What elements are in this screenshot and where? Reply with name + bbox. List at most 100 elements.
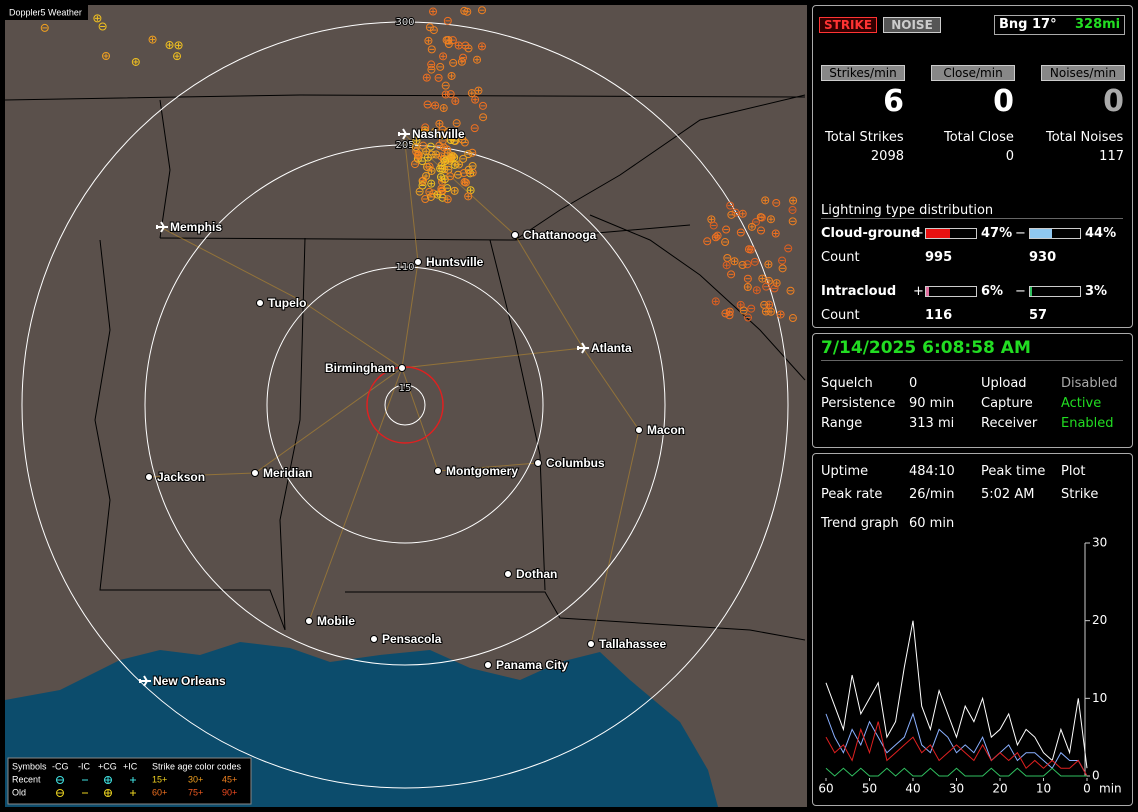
range-label: 205: [395, 140, 414, 151]
strike-symbol: [711, 297, 720, 306]
strike-symbols: [40, 6, 798, 323]
city-label: Chattanooga: [523, 228, 597, 242]
trend-text: Strike: [1061, 487, 1099, 502]
setting-text: Range: [821, 416, 863, 431]
strike-symbol: [747, 222, 756, 231]
city-dot: [635, 426, 643, 434]
strike-symbol: [447, 71, 456, 80]
city-dot: [251, 469, 259, 477]
total-label: Total Strikes: [825, 130, 904, 145]
strike-symbol: [459, 154, 468, 163]
strike-symbol: [451, 97, 460, 106]
setting-text: 313 mi: [909, 416, 955, 431]
noise-button[interactable]: NOISE: [883, 17, 941, 33]
strike-symbol: [747, 304, 756, 313]
strike-symbol: [703, 237, 712, 246]
strike-symbol: [463, 7, 472, 16]
strike-symbol: [148, 35, 157, 44]
strike-symbol: [411, 143, 420, 152]
strike-symbol: [419, 176, 428, 185]
city-dot: [305, 617, 313, 625]
age-code: 60+: [152, 787, 167, 797]
rate-button[interactable]: Strikes/min: [821, 65, 905, 81]
strike-symbol: [446, 136, 455, 145]
percent-bar: [1030, 287, 1032, 296]
strike-symbol: [722, 225, 731, 234]
city-label: Columbus: [546, 456, 605, 470]
strike-symbol: [411, 160, 420, 169]
age-code: 90+: [222, 787, 237, 797]
strike-symbol: [736, 228, 745, 237]
city-dot: [256, 299, 264, 307]
strike-symbol: [446, 172, 455, 181]
strike-symbol: [784, 244, 793, 253]
strike-symbol: [438, 164, 447, 173]
city-label: Jackson: [157, 470, 205, 484]
rate-button[interactable]: Close/min: [931, 65, 1015, 81]
strike-symbol: [762, 282, 771, 291]
total-label: Total Close: [944, 130, 1014, 145]
strike-symbol: [427, 179, 436, 188]
rate-button[interactable]: Noises/min: [1041, 65, 1125, 81]
percent-label: 6%: [981, 284, 1004, 299]
datetime: 7/14/2025 6:08:58 AM: [821, 338, 1123, 361]
city-dot: [504, 570, 512, 578]
trend-text: 5:02 AM: [981, 487, 1035, 502]
strike-symbol: [173, 52, 182, 61]
city-dot: [511, 231, 519, 239]
strike-symbol: [443, 195, 452, 204]
strike-symbol: [772, 279, 781, 288]
city-label: Panama City: [496, 658, 568, 672]
strike-symbol: [174, 41, 183, 50]
strike-symbol: [788, 217, 797, 226]
strike-symbol: [727, 210, 736, 219]
count-value: 930: [1029, 250, 1057, 265]
strike-symbol: [454, 160, 463, 169]
strike-symbol: [429, 26, 438, 35]
rate-value: 6: [883, 84, 904, 119]
strike-symbol: [722, 261, 731, 270]
strike-symbol: [421, 126, 430, 135]
strike-symbol: [429, 189, 438, 198]
strike-symbol: [464, 192, 473, 201]
sign: −: [1015, 226, 1026, 241]
airport-icon: [139, 675, 151, 687]
strike-symbol: [450, 186, 459, 195]
strike-symbol: [721, 238, 730, 247]
legend-text: Recent: [12, 774, 41, 784]
airport-icon: [398, 128, 410, 140]
strike-symbol: [412, 147, 421, 156]
city-label: Tallahassee: [599, 637, 666, 651]
strike-symbol: [421, 194, 430, 203]
strike-symbol: [750, 257, 759, 266]
percent-label: 47%: [981, 226, 1013, 241]
city-label: Nashville: [412, 127, 465, 141]
strike-symbol: [441, 81, 450, 90]
strike-symbol: [743, 274, 752, 283]
setting-text: Persistence: [821, 396, 896, 411]
setting-text: Squelch: [821, 376, 873, 391]
strike-symbol: [757, 226, 766, 235]
percent-bar-frame: [925, 228, 977, 239]
setting-text: Disabled: [1061, 376, 1118, 391]
trend-text: Peak time: [981, 464, 1046, 479]
setting-text: Capture: [981, 396, 1033, 411]
strike-symbol: [439, 52, 448, 61]
strike-symbol: [709, 221, 718, 230]
percent-bar-frame: [1029, 228, 1081, 239]
strike-symbol: [425, 187, 434, 196]
strike-symbol: [764, 260, 773, 269]
strike-symbol: [437, 186, 446, 195]
strike-symbol: [772, 198, 781, 207]
legend: Symbols -CG -IC +CG +IC Strike age color…: [7, 757, 252, 805]
legend-text: +IC: [123, 761, 138, 771]
strike-symbol: [789, 196, 798, 205]
legend-text: Symbols: [12, 761, 47, 771]
state-borders: [5, 94, 806, 641]
strike-symbol: [459, 53, 468, 62]
strike-symbol: [412, 136, 421, 145]
strike-button[interactable]: STRIKE: [819, 17, 877, 33]
count-value: 995: [925, 250, 953, 265]
map: 15 110 205 300 Nashville Memphis Chattanoo…: [5, 5, 807, 807]
sign: +: [913, 284, 924, 299]
